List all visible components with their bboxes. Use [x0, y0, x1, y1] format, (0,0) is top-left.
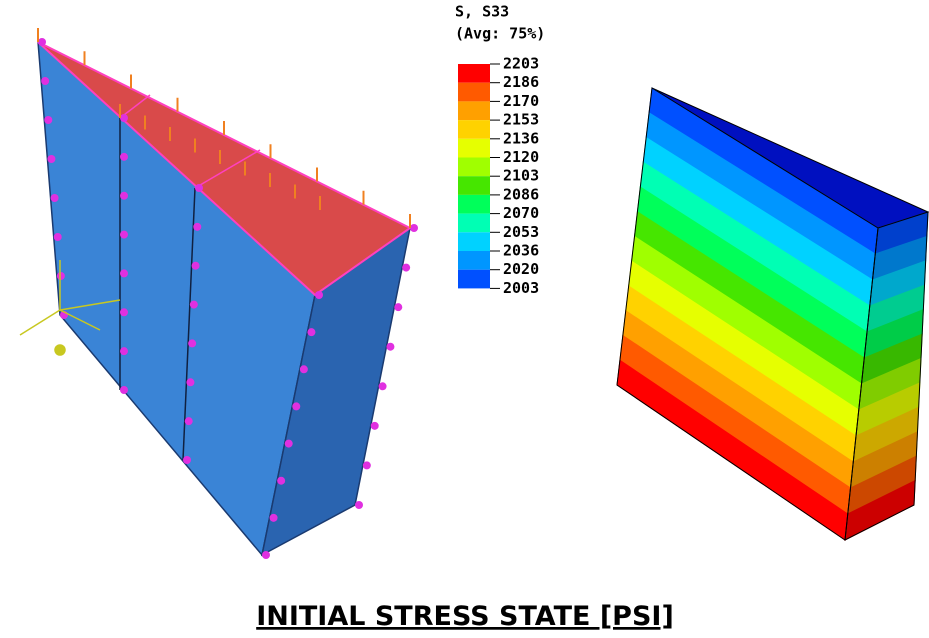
marker: [394, 303, 402, 311]
marker: [277, 477, 285, 485]
marker: [47, 155, 55, 163]
legend-label: 2020: [503, 260, 539, 278]
marker: [57, 272, 65, 280]
marker: [410, 224, 418, 232]
marker: [300, 365, 308, 373]
legend-swatch: [458, 83, 490, 102]
figure: S, S33 (Avg: 75%) 2203218621702153213621…: [0, 0, 929, 638]
legend-label: 2053: [503, 223, 539, 241]
legend-swatch: [458, 64, 490, 83]
marker: [379, 382, 387, 390]
legend-subtitle: (Avg: 75%): [455, 25, 545, 43]
legend-swatch: [458, 270, 490, 289]
legend-swatch: [458, 232, 490, 251]
marker: [120, 192, 128, 200]
legend-label: 2036: [503, 242, 539, 260]
legend: 2203218621702153213621202103208620702053…: [458, 55, 539, 297]
legend-swatch: [458, 101, 490, 120]
marker: [44, 116, 52, 124]
marker: [51, 194, 59, 202]
legend-label: 2120: [503, 148, 539, 166]
marker: [315, 291, 323, 299]
marker: [195, 184, 203, 192]
marker: [355, 501, 363, 509]
marker: [270, 514, 278, 522]
legend-label: 2070: [503, 204, 539, 222]
marker: [185, 417, 193, 425]
marker: [192, 262, 200, 270]
legend-label: 2003: [503, 279, 539, 297]
legend-label: 2136: [503, 129, 539, 147]
marker: [186, 378, 194, 386]
legend-label: 2170: [503, 92, 539, 110]
marker: [38, 38, 46, 46]
legend-title: S, S33: [455, 3, 509, 21]
legend-swatch: [458, 214, 490, 233]
legend-label: 2086: [503, 185, 539, 203]
marker: [41, 77, 49, 85]
marker: [120, 347, 128, 355]
marker: [120, 231, 128, 239]
marker: [120, 386, 128, 394]
caption: INITIAL STRESS STATE [PSI]: [256, 601, 674, 632]
marker: [262, 551, 270, 559]
legend-swatch: [458, 139, 490, 158]
legend-label: 2186: [503, 73, 539, 91]
legend-swatch: [458, 176, 490, 195]
legend-swatch: [458, 158, 490, 177]
marker: [188, 339, 196, 347]
marker: [190, 301, 198, 309]
marker: [386, 343, 394, 351]
marker: [120, 308, 128, 316]
right-model: [617, 88, 928, 540]
marker: [54, 233, 62, 241]
legend-label: 2203: [503, 55, 539, 73]
legend-swatch: [458, 251, 490, 270]
legend-swatch: [458, 195, 490, 214]
marker: [285, 440, 293, 448]
marker: [120, 269, 128, 277]
legend-label: 2103: [503, 167, 539, 185]
left-model: [20, 28, 418, 559]
legend-label: 2153: [503, 111, 539, 129]
marker: [292, 402, 300, 410]
marker: [371, 422, 379, 430]
marker: [307, 328, 315, 336]
marker: [120, 114, 128, 122]
marker: [363, 461, 371, 469]
marker: [193, 223, 201, 231]
marker: [120, 153, 128, 161]
legend-swatch: [458, 120, 490, 139]
marker: [183, 456, 191, 464]
marker: [402, 264, 410, 272]
